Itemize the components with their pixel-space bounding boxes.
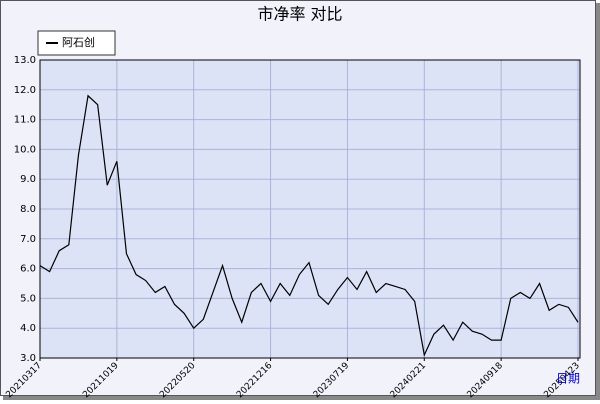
legend-label: 阿石创 — [62, 36, 95, 49]
y-tick-label: 4.0 — [20, 323, 36, 334]
y-tick-label: 6.0 — [20, 264, 36, 275]
y-tick-label: 13.0 — [14, 55, 36, 66]
series-line — [39, 94, 579, 358]
chart-title: 市净率 对比 — [257, 5, 342, 24]
y-tick-label: 10.0 — [14, 144, 36, 155]
y-tick-label: 12.0 — [14, 85, 36, 96]
y-tick-label: 3.0 — [20, 353, 36, 364]
legend-box — [37, 30, 116, 56]
y-tick-label: 5.0 — [20, 293, 36, 304]
y-tick-label: 7.0 — [20, 234, 36, 245]
x-axis-label: 日期 — [556, 372, 580, 386]
y-tick-label: 11.0 — [14, 115, 36, 126]
plot-border — [39, 59, 581, 359]
y-tick-label: 8.0 — [20, 204, 36, 215]
y-tick-label: 9.0 — [20, 174, 36, 185]
